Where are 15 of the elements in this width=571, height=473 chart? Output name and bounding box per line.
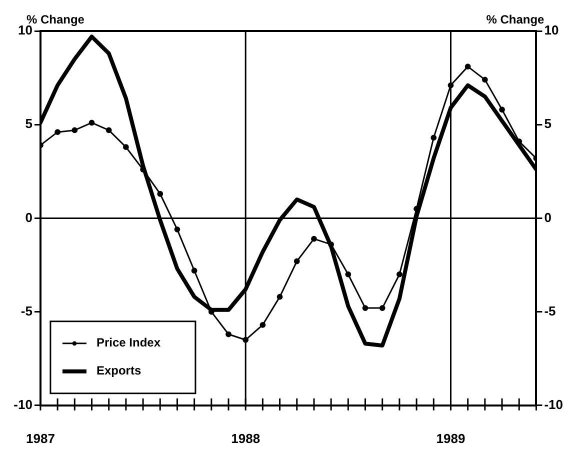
y-tick-label: -5 (20, 303, 32, 318)
y2-tick-label: 5 (544, 116, 552, 132)
x-tick-label: 1989 (436, 430, 466, 446)
y-tick-label: 0 (25, 210, 32, 225)
y-tick-label: -10 (14, 396, 32, 412)
legend-label: Exports (96, 364, 142, 378)
y2-tick-label: 0 (544, 210, 552, 225)
y2-axis-title: % Change (486, 12, 545, 26)
y2-tick-label: -10 (544, 396, 564, 412)
y2-tick-label: 10 (544, 22, 559, 38)
y-tick-label: 5 (25, 116, 32, 132)
x-tick-label: 1988 (231, 430, 260, 446)
y2-tick-label: -5 (544, 303, 556, 318)
x-tick-label: 1987 (26, 430, 55, 446)
legend-label: Price Index (96, 336, 161, 350)
